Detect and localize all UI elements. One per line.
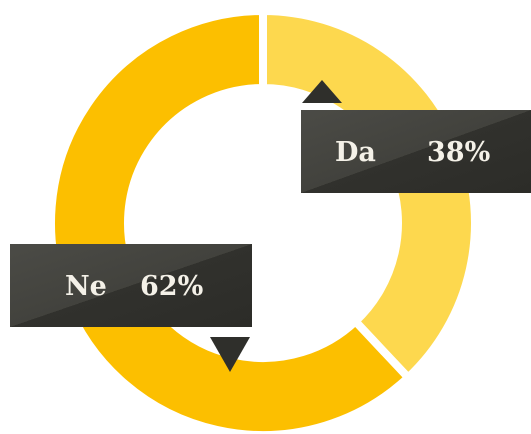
label-value: 38% (427, 137, 490, 168)
slices (47, 6, 479, 434)
label-box (10, 244, 252, 327)
label-pointer (302, 80, 342, 103)
labels: Da 38% Ne 62% (10, 80, 531, 372)
label-category: Ne (65, 271, 107, 302)
label-pointer (210, 337, 250, 372)
label-category: Da (335, 137, 376, 168)
label-value: 62% (140, 271, 203, 302)
label-box (301, 110, 531, 193)
slice (47, 6, 414, 434)
slice (259, 6, 479, 384)
